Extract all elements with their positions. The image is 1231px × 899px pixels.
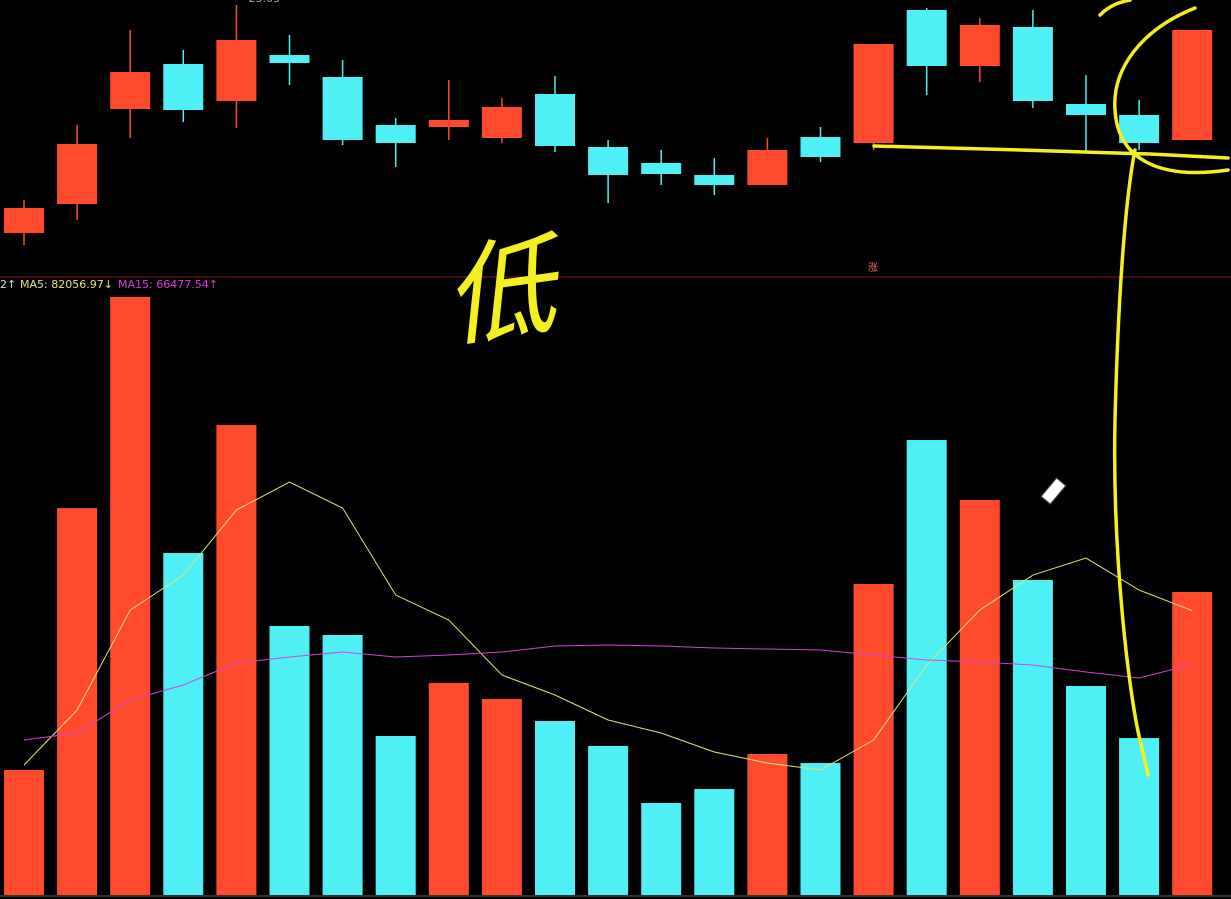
candle-body bbox=[322, 77, 363, 140]
volume-bar bbox=[535, 721, 575, 895]
candle-body bbox=[57, 144, 98, 204]
cursor-body bbox=[1040, 477, 1067, 505]
volume-bar bbox=[110, 297, 151, 895]
moving-average-line bbox=[23, 481, 1193, 771]
candle-body bbox=[959, 25, 1000, 66]
hand-drawn-marks bbox=[872, 0, 1230, 777]
candle-body bbox=[535, 94, 575, 146]
volume-bar bbox=[269, 626, 310, 895]
annotation: 涨 bbox=[868, 262, 878, 274]
moving-average-line bbox=[23, 644, 1193, 741]
pencil-cursor bbox=[1040, 477, 1067, 505]
candle-body bbox=[800, 137, 841, 157]
high-label: 25.05 bbox=[249, 0, 281, 5]
candle-body bbox=[428, 120, 469, 127]
arrow-line bbox=[1112, 148, 1150, 777]
volume-bar bbox=[800, 763, 841, 895]
candle-body bbox=[694, 175, 735, 185]
support-line bbox=[872, 144, 1230, 160]
candle-body bbox=[1172, 30, 1213, 140]
candle-body bbox=[481, 107, 522, 138]
candle-body bbox=[375, 125, 416, 143]
volume-bar bbox=[428, 683, 469, 895]
volume-bar bbox=[1012, 580, 1053, 895]
candle-body bbox=[4, 208, 44, 233]
candle-body bbox=[1119, 115, 1160, 143]
candle-body bbox=[1066, 104, 1106, 115]
candle-body bbox=[163, 64, 204, 110]
indicator-label: 2↑ bbox=[0, 278, 16, 291]
price-panel: 25.05 bbox=[4, 0, 1213, 245]
volume-bar bbox=[588, 746, 629, 895]
volume-bar bbox=[1172, 592, 1213, 895]
legend-entry: MA5: 82056.97↓ bbox=[20, 278, 113, 291]
volume-bar bbox=[1119, 738, 1160, 895]
volume-bar bbox=[1066, 686, 1106, 895]
volume-bar bbox=[163, 553, 204, 895]
volume-panel bbox=[4, 297, 1213, 895]
volume-bar bbox=[4, 770, 44, 895]
candle-body bbox=[216, 40, 257, 101]
volume-bar bbox=[375, 736, 416, 895]
candle-body bbox=[588, 147, 629, 175]
candle-body bbox=[747, 150, 788, 185]
circle-stroke bbox=[1113, 6, 1230, 175]
candle-body bbox=[906, 10, 947, 66]
legend-entry: MA15: 66477.54↑ bbox=[118, 278, 218, 291]
volume-bar bbox=[694, 789, 735, 895]
candle-body bbox=[1012, 27, 1053, 101]
volume-bar bbox=[481, 699, 522, 895]
volume-bar bbox=[641, 802, 682, 895]
volume-bar bbox=[322, 635, 363, 895]
candle-body bbox=[269, 55, 310, 63]
volume-bar bbox=[959, 500, 1000, 895]
volume-bar bbox=[57, 508, 98, 895]
volume-bar bbox=[747, 754, 788, 895]
candle-body bbox=[853, 44, 894, 143]
candle-body bbox=[641, 163, 682, 174]
circle-stroke bbox=[1098, 0, 1132, 17]
volume-bar bbox=[906, 440, 947, 895]
candle-body bbox=[110, 72, 151, 109]
volume-bar bbox=[216, 425, 257, 895]
